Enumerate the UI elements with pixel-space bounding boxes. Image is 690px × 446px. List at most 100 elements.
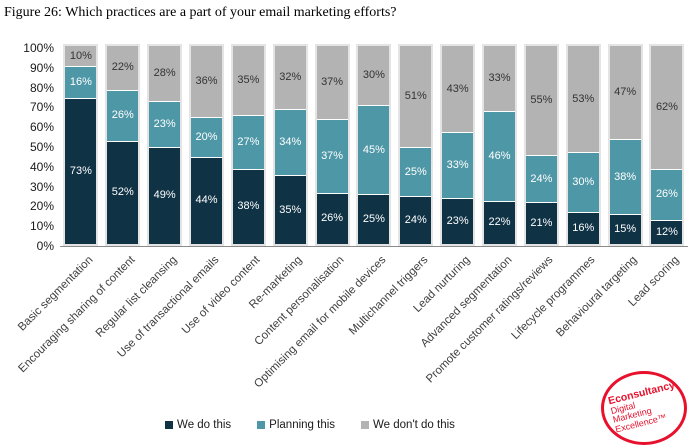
bar-column: 32% 34% 35% bbox=[269, 44, 311, 246]
bar-segment-we-dont-do-this: 47% bbox=[609, 46, 641, 140]
bar-column: 22% 26% 52% bbox=[102, 44, 144, 246]
segment-value-label: 16% bbox=[69, 75, 92, 88]
segment-value-label: 26% bbox=[111, 109, 134, 122]
bar-column: 37% 37% 26% bbox=[311, 44, 353, 246]
stacked-bar: 36% 20% 44% bbox=[189, 44, 224, 246]
legend-swatch-we-do-this bbox=[165, 421, 174, 429]
x-axis-labels: Basic segmentation Encouraging sharing of… bbox=[16, 250, 688, 390]
y-tick-label: 20% bbox=[29, 199, 54, 214]
segment-value-label: 62% bbox=[655, 100, 678, 113]
econsultancy-logo-text: Econsultancy Digital Marketing Excellenc… bbox=[605, 379, 683, 435]
y-tick-label: 10% bbox=[29, 219, 54, 234]
segment-value-label: 23% bbox=[153, 118, 176, 131]
x-category-label: Advanced segmentation bbox=[418, 254, 515, 350]
segment-value-label: 32% bbox=[279, 70, 302, 83]
stacked-bar: 43% 33% 23% bbox=[440, 44, 476, 246]
bar-segment-we-dont-do-this: 53% bbox=[567, 46, 599, 152]
legend-item-we-dont-do-this: We don't do this bbox=[361, 419, 455, 431]
bar-column: 53% 30% 16% bbox=[562, 44, 604, 246]
bar-segment-we-dont-do-this: 51% bbox=[400, 46, 432, 147]
y-tick-label: 50% bbox=[29, 140, 54, 154]
bar-column: 10% 16% 73% bbox=[60, 44, 102, 246]
bar-segment-we-do-this: 49% bbox=[149, 146, 181, 244]
segment-value-label: 53% bbox=[572, 92, 595, 105]
segment-value-label: 36% bbox=[195, 75, 218, 88]
y-tick-label: 0% bbox=[36, 239, 54, 253]
segment-value-label: 22% bbox=[488, 216, 511, 229]
bar-segment-planning-this: 30% bbox=[567, 152, 599, 212]
bar-segment-we-dont-do-this: 28% bbox=[149, 46, 181, 102]
bar-segment-we-do-this: 35% bbox=[274, 175, 306, 244]
bar-segment-planning-this: 16% bbox=[65, 66, 97, 98]
segment-value-label: 43% bbox=[446, 82, 469, 95]
legend-item-planning-this: Planning this bbox=[257, 419, 335, 431]
bar-segment-we-do-this: 24% bbox=[400, 196, 432, 244]
y-tick-label: 60% bbox=[29, 120, 54, 135]
bar-segment-planning-this: 26% bbox=[651, 168, 683, 221]
segment-value-label: 15% bbox=[614, 223, 637, 236]
x-category-label: Content personalisation bbox=[252, 254, 347, 348]
segment-value-label: 22% bbox=[111, 61, 134, 74]
segment-value-label: 38% bbox=[614, 170, 637, 183]
bar-segment-we-dont-do-this: 33% bbox=[484, 46, 516, 111]
bar-segment-we-do-this: 12% bbox=[651, 220, 683, 244]
segment-value-label: 73% bbox=[69, 164, 92, 177]
bar-column: 30% 45% 25% bbox=[353, 44, 395, 246]
segment-value-label: 44% bbox=[195, 194, 218, 207]
stacked-bar: 28% 23% 49% bbox=[147, 44, 183, 246]
stacked-bar: 37% 37% 26% bbox=[314, 44, 350, 246]
chart-title: Figure 26: Which practices are a part of… bbox=[4, 5, 397, 20]
segment-value-label: 45% bbox=[362, 143, 385, 156]
segment-value-label: 49% bbox=[153, 189, 176, 202]
bar-segment-we-dont-do-this: 55% bbox=[525, 46, 557, 155]
bar-segment-planning-this: 34% bbox=[274, 108, 306, 176]
bar-segment-we-dont-do-this: 37% bbox=[316, 46, 348, 120]
y-tick-label: 30% bbox=[29, 179, 54, 194]
econsultancy-logo: Econsultancy Digital Marketing Excellenc… bbox=[601, 371, 687, 445]
bar-segment-planning-this: 25% bbox=[400, 146, 432, 197]
segment-value-label: 37% bbox=[321, 76, 344, 89]
segment-value-label: 33% bbox=[488, 71, 511, 84]
x-category-label: Use of video content bbox=[180, 254, 263, 337]
bar-segment-planning-this: 46% bbox=[484, 110, 516, 201]
segment-value-label: 34% bbox=[279, 136, 302, 149]
bar-segment-planning-this: 38% bbox=[609, 139, 641, 215]
y-tick-label: 90% bbox=[29, 60, 54, 75]
stacked-bar: 35% 27% 38% bbox=[230, 44, 266, 246]
segment-value-label: 26% bbox=[655, 188, 678, 201]
segment-value-label: 12% bbox=[655, 226, 678, 239]
bar-column: 35% 27% 38% bbox=[227, 44, 269, 246]
bar-column: 62% 26% 12% bbox=[646, 44, 688, 246]
bar-segment-we-do-this: 26% bbox=[316, 192, 348, 244]
segment-value-label: 23% bbox=[446, 214, 469, 227]
bar-segment-planning-this: 26% bbox=[107, 89, 139, 142]
y-tick-label: 100% bbox=[23, 41, 54, 55]
bar-segment-we-dont-do-this: 62% bbox=[651, 46, 683, 169]
x-category-label: Re-marketing bbox=[247, 254, 305, 312]
segment-value-label: 24% bbox=[404, 214, 427, 227]
bar-segment-planning-this: 23% bbox=[149, 101, 181, 147]
x-category-label: Basic segmentation bbox=[15, 254, 96, 334]
x-category-label: Lead scoring bbox=[626, 254, 682, 310]
segment-value-label: 30% bbox=[572, 176, 595, 188]
y-axis: 100% 90% 80% 70% 60% 50% 40% 30% 20% 10% 0% bbox=[0, 41, 54, 253]
bar-segment-we-dont-do-this: 32% bbox=[274, 46, 306, 109]
bar-column: 47% 38% 15% bbox=[604, 44, 646, 246]
bar-segment-we-do-this: 38% bbox=[232, 168, 264, 244]
x-category-label: Encouraging sharing of content bbox=[16, 254, 138, 376]
segment-value-label: 21% bbox=[530, 217, 553, 230]
bar-segment-planning-this: 27% bbox=[232, 115, 264, 169]
x-category-label: Lead nurturing bbox=[411, 254, 473, 315]
bar-segment-we-do-this: 73% bbox=[65, 97, 97, 244]
bar-column: 33% 46% 22% bbox=[479, 44, 521, 246]
y-tick-label: 40% bbox=[29, 159, 54, 174]
segment-value-label: 10% bbox=[69, 49, 92, 62]
bar-segment-we-dont-do-this: 10% bbox=[65, 46, 97, 66]
segment-value-label: 51% bbox=[404, 89, 427, 102]
segment-value-label: 25% bbox=[404, 165, 427, 178]
legend-item-we-do-this: We do this bbox=[165, 419, 231, 431]
segment-value-label: 35% bbox=[237, 74, 260, 87]
segment-value-label: 25% bbox=[362, 213, 385, 226]
legend-label: We don't do this bbox=[373, 419, 455, 431]
plot-area: 10% 16% 73% 22% 26% 52% 28% 23% 49% 36% 20% 44% 35% 2… bbox=[60, 44, 688, 247]
